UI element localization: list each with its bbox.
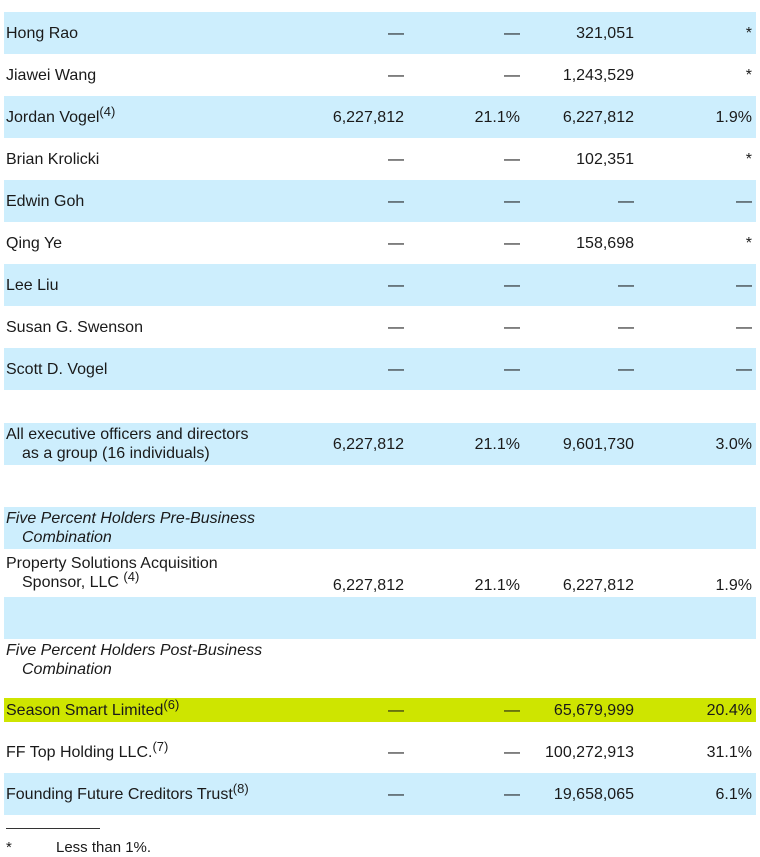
percent-post: 31.1% [706,743,752,761]
shares-post: 100,272,913 [545,743,634,761]
percent-post: — [736,276,752,294]
percent-pre: — [504,150,520,168]
table-row: Lee Liu — — — — [4,264,756,306]
shares-post: 19,658,065 [553,785,634,803]
holder-name: Brian Krolicki [6,150,100,168]
table-row: Jiawei Wang — — 1,243,529 * [4,54,756,96]
percent-pre: 21.1% [474,576,520,594]
holder-name: Property Solutions Acquisition Sponsor, … [6,555,218,591]
percent-pre: — [504,276,520,294]
percent-post: 1.9% [715,108,752,126]
footnote-ref: (4) [99,103,116,119]
footnote: * Less than 1%. [6,839,151,857]
percent-post: * [745,234,752,252]
shares-post: — [618,360,634,378]
footnote-ref: (6) [163,696,180,712]
percent-post: — [736,318,752,336]
percent-pre: — [504,234,520,252]
shares-post: 65,679,999 [553,701,634,719]
percent-post: * [745,150,752,168]
holder-name: Founding Future Creditors Trust(8) [6,780,249,803]
holder-name: Hong Rao [6,24,79,42]
shares-pre: — [388,701,404,719]
percent-post: * [745,24,752,42]
percent-pre: — [504,360,520,378]
shares-pre: — [388,276,404,294]
shares-post: 6,227,812 [562,576,634,594]
shares-pre: — [388,24,404,42]
percent-pre: — [504,318,520,336]
table-row-highlighted: Season Smart Limited(6) — — 65,679,999 2… [4,698,756,722]
percent-post: 3.0% [715,435,752,453]
holder-name: Season Smart Limited(6) [6,696,180,719]
shares-post: 158,698 [576,234,634,252]
footnote-ref: (4) [123,569,140,584]
percent-pre: — [504,192,520,210]
percent-post: 6.1% [715,785,752,803]
shares-post: 1,243,529 [562,66,634,84]
shares-pre: — [388,192,404,210]
table-row: Qing Ye — — 158,698 * [4,222,756,264]
holder-name: Jordan Vogel(4) [6,103,116,126]
table-row: Brian Krolicki — — 102,351 * [4,138,756,180]
shares-pre: — [388,318,404,336]
table-row: Founding Future Creditors Trust(8) — — 1… [4,773,756,815]
percent-pre: — [504,66,520,84]
footnote-ref: (8) [232,780,249,796]
footnote-divider [6,828,100,829]
shares-pre: — [388,360,404,378]
shares-post: — [618,318,634,336]
spacer-row [4,597,756,639]
shares-post: — [618,192,634,210]
shares-pre: 6,227,812 [332,435,404,453]
table-row: Edwin Goh — — — — [4,180,756,222]
holder-name: Qing Ye [6,234,63,252]
group-total-row: All executive officers and directors as … [4,423,756,465]
shares-post: — [618,276,634,294]
section-heading-pre: Five Percent Holders Pre-Business Combin… [4,507,756,549]
holder-name: Susan G. Swenson [6,318,143,336]
percent-pre: — [504,24,520,42]
percent-pre: 21.1% [474,108,520,126]
shares-pre: — [388,234,404,252]
shares-post: 9,601,730 [562,435,634,453]
section-heading-post: Five Percent Holders Post-Business Combi… [6,642,263,678]
holder-name: Edwin Goh [6,192,85,210]
table-row: Property Solutions Acquisition Sponsor, … [4,549,756,597]
percent-pre: — [504,743,520,761]
percent-post: 20.4% [706,701,752,719]
percent-post: * [745,66,752,84]
table-row: Jordan Vogel(4) 6,227,812 21.1% 6,227,81… [4,96,756,138]
percent-pre: — [504,701,520,719]
shares-pre: — [388,150,404,168]
table-row: FF Top Holding LLC.(7) — — 100,272,913 3… [4,731,756,773]
footnote-symbol: * [6,839,12,856]
holder-name: Jiawei Wang [6,66,97,84]
table-row: Scott D. Vogel — — — — [4,348,756,390]
group-label: All executive officers and directors as … [6,426,249,462]
percent-pre: 21.1% [474,435,520,453]
footnote-text: Less than 1%. [56,839,152,856]
holder-name: Scott D. Vogel [6,360,108,378]
shares-pre: 6,227,812 [332,576,404,594]
shares-pre: 6,227,812 [332,108,404,126]
shares-pre: — [388,785,404,803]
percent-post: — [736,360,752,378]
percent-pre: — [504,785,520,803]
holder-name: FF Top Holding LLC.(7) [6,738,169,761]
footnote-ref: (7) [152,738,169,754]
shares-post: 102,351 [576,150,634,168]
shares-pre: — [388,743,404,761]
holder-name: Lee Liu [6,276,59,294]
table-row: Hong Rao — — 321,051 * [4,12,756,54]
shares-post: 321,051 [576,24,634,42]
percent-post: 1.9% [715,576,752,594]
percent-post: — [736,192,752,210]
shares-pre: — [388,66,404,84]
shares-post: 6,227,812 [562,108,634,126]
table-row: Susan G. Swenson — — — — [4,306,756,348]
